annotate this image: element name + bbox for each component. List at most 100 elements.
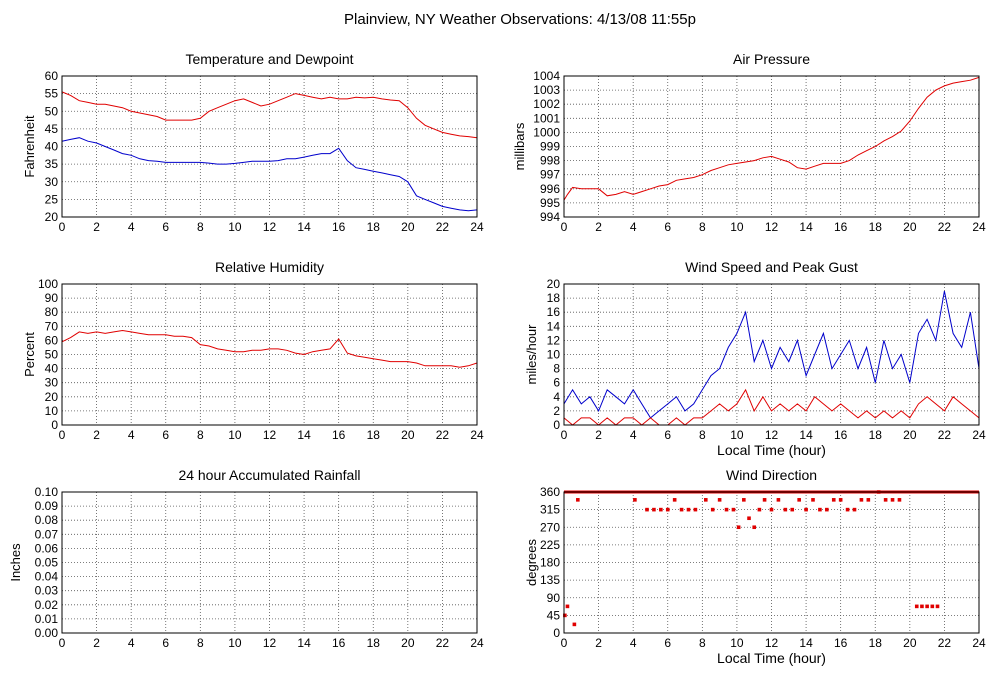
wind-frame — [563, 283, 980, 426]
pressure-y-tick-label: 1001 — [533, 111, 560, 125]
direction-point — [757, 507, 762, 512]
humidity-x-tick-label: 10 — [228, 428, 242, 442]
rain-x-tick-label: 20 — [401, 636, 415, 650]
direction-point — [811, 498, 815, 502]
rain-y-tick-label: 0.02 — [35, 598, 59, 612]
direction-point — [736, 525, 741, 530]
direction-point — [930, 604, 935, 609]
temp-y-tick-label: 50 — [45, 104, 59, 118]
wind-y-tick-label: 4 — [553, 390, 560, 404]
direction-y-tick-label: 270 — [540, 520, 560, 534]
direction-point — [747, 516, 751, 521]
direction-x-tick-label: 6 — [664, 636, 671, 650]
temp-x-tick-label: 4 — [128, 220, 135, 234]
temp-title: Temperature and Dewpoint — [185, 51, 353, 67]
pressure-x-tick-label: 8 — [699, 220, 706, 234]
wind-y-tick-label: 2 — [553, 404, 560, 418]
direction-point — [866, 498, 871, 502]
wind-y-tick-label: 6 — [553, 376, 560, 390]
temp-x-tick-label: 24 — [470, 220, 484, 234]
rain-x-tick-label: 10 — [228, 636, 242, 650]
direction-point — [762, 498, 767, 502]
humidity-title: Relative Humidity — [215, 259, 324, 275]
humidity-x-tick-label: 2 — [93, 428, 100, 442]
rain-y-tick-label: 0.07 — [35, 527, 59, 541]
direction-point — [897, 498, 902, 502]
humidity-y-tick-label: 40 — [45, 362, 59, 376]
humidity-series-red — [61, 329, 478, 368]
rain-y-tick-label: 0.03 — [35, 584, 59, 598]
temp-x-tick-label: 14 — [297, 220, 311, 234]
direction-point — [845, 507, 850, 512]
humidity-x-tick-label: 6 — [162, 428, 169, 442]
temp-series-red — [61, 91, 478, 139]
humidity-y-tick-label: 90 — [45, 291, 59, 305]
wind-x-tick-label: 24 — [972, 428, 986, 442]
humidity-frame — [61, 283, 478, 426]
temp-x-tick-label: 20 — [401, 220, 415, 234]
pressure-x-tick-label: 24 — [972, 220, 986, 234]
direction-point — [731, 507, 736, 512]
rain-x-tick-label: 16 — [332, 636, 346, 650]
direction-point — [852, 507, 857, 512]
wind-x-tick-label: 4 — [630, 428, 637, 442]
wind-x-tick-label: 2 — [595, 428, 602, 442]
direction-point — [838, 498, 843, 502]
temp-x-tick-label: 22 — [436, 220, 450, 234]
direction-point — [883, 498, 888, 502]
direction-point — [686, 507, 691, 512]
wind-x-tick-label: 16 — [834, 428, 848, 442]
direction-x-tick-label: 16 — [834, 636, 848, 650]
humidity-x-tick-label: 12 — [263, 428, 277, 442]
direction-point — [920, 604, 924, 609]
wind-series-blue — [563, 290, 980, 419]
temp-y-tick-label: 40 — [45, 140, 59, 154]
direction-point — [710, 507, 715, 512]
wind-y-tick-label: 12 — [547, 333, 561, 347]
rain-x-tick-label: 24 — [470, 636, 484, 650]
wind-y-tick-label: 16 — [547, 305, 561, 319]
temp-x-tick-label: 18 — [367, 220, 381, 234]
humidity-x-tick-label: 16 — [332, 428, 346, 442]
direction-point — [797, 498, 801, 502]
direction-point — [925, 604, 929, 609]
humidity-y-tick-label: 100 — [38, 277, 58, 291]
wind-x-tick-label: 0 — [561, 428, 568, 442]
humidity-x-tick-label: 22 — [436, 428, 450, 442]
rain-y-tick-label: 0.01 — [35, 612, 59, 626]
pressure-x-tick-label: 18 — [869, 220, 883, 234]
direction-point — [783, 507, 788, 512]
humidity-y-tick-label: 80 — [45, 305, 59, 319]
rain-frame — [61, 491, 478, 634]
humidity-x-tick-label: 8 — [197, 428, 204, 442]
wind-x-tick-label: 14 — [799, 428, 813, 442]
rain-y-tick-label: 0.00 — [35, 626, 59, 640]
rain-y-tick-label: 0.10 — [35, 485, 59, 499]
direction-point — [742, 498, 746, 502]
wind-y-tick-label: 20 — [547, 277, 561, 291]
direction-point — [724, 507, 729, 512]
pressure-x-tick-label: 2 — [595, 220, 602, 234]
rain-y-tick-label: 0.05 — [35, 556, 59, 570]
humidity-y-tick-label: 30 — [45, 376, 59, 390]
direction-title: Wind Direction — [726, 467, 817, 483]
wind-x-tick-label: 18 — [869, 428, 883, 442]
direction-x-tick-label: 20 — [903, 636, 917, 650]
wind-x-tick-label: 12 — [765, 428, 779, 442]
pressure-x-tick-label: 14 — [799, 220, 813, 234]
direction-y-tick-label: 90 — [547, 591, 561, 605]
direction-x-tick-label: 4 — [630, 636, 637, 650]
direction-point — [576, 498, 580, 502]
wind-x-tick-label: 6 — [664, 428, 671, 442]
wind-x-tick-label: 20 — [903, 428, 917, 442]
humidity-y-tick-label: 10 — [45, 404, 59, 418]
pressure-y-tick-label: 995 — [540, 196, 560, 210]
direction-x-tick-label: 22 — [938, 636, 952, 650]
direction-point — [645, 507, 649, 512]
temp-x-tick-label: 10 — [228, 220, 242, 234]
temp-y-axis-label: Fahrenheit — [22, 115, 37, 178]
